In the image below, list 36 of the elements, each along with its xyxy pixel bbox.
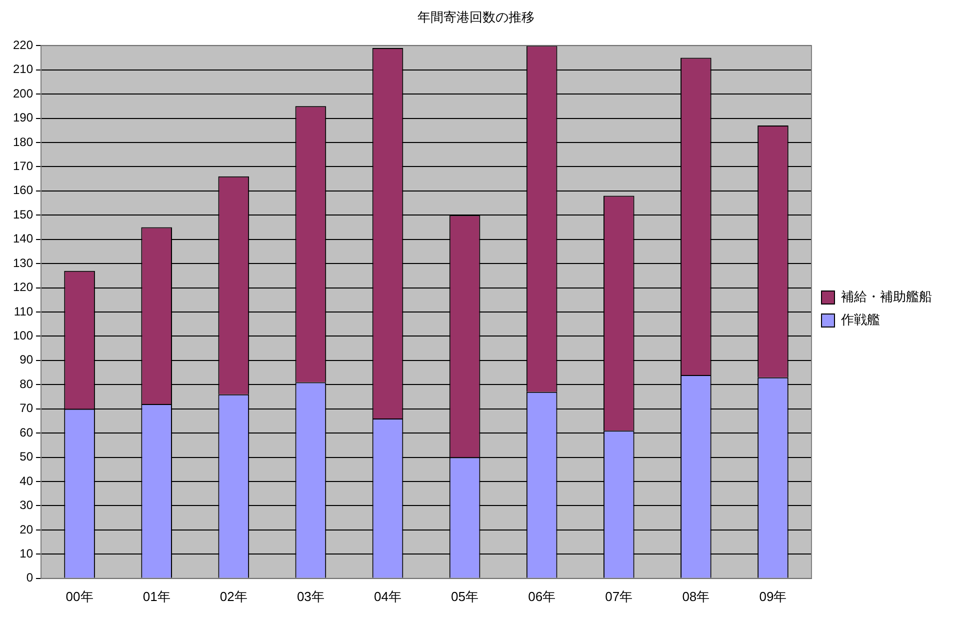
y-tick-label: 10 [20, 546, 34, 560]
x-tick-label: 08年 [682, 588, 710, 604]
legend-label: 作戦艦 [840, 312, 880, 328]
y-tick-label: 80 [20, 376, 34, 391]
y-tick-label: 70 [20, 401, 34, 416]
y-tick-label: 50 [20, 450, 34, 464]
y-tick-label: 160 [12, 183, 34, 198]
y-tick-label: 120 [12, 280, 34, 294]
y-tick-label: 60 [20, 425, 34, 440]
y-tick-label: 20 [20, 522, 34, 536]
x-tick-label: 06年 [528, 588, 556, 604]
y-tick-label: 40 [20, 474, 34, 488]
x-tick-label: 02年 [220, 588, 248, 604]
x-tick-label: 03年 [296, 588, 324, 604]
y-tick-label: 190 [12, 110, 34, 125]
y-tick-label: 180 [12, 134, 34, 149]
y-tick-label: 210 [12, 62, 34, 76]
x-tick-label: 09年 [759, 588, 787, 604]
x-tick-label: 01年 [142, 588, 170, 604]
y-tick-label: 150 [12, 207, 34, 222]
legend-label: 補給・補助艦船 [841, 289, 932, 304]
x-tick-label: 04年 [374, 588, 402, 604]
x-tick-label: 07年 [605, 588, 633, 604]
y-tick-label: 140 [12, 232, 34, 246]
chart-title: 年間寄港回数の推移 [418, 9, 534, 24]
y-tick-label: 90 [20, 352, 34, 367]
y-tick-label: 170 [12, 159, 34, 174]
x-tick-label: 05年 [451, 588, 479, 604]
y-tick-label: 110 [14, 304, 34, 318]
x-tick-label: 00年 [66, 588, 94, 604]
y-tick-label: 130 [12, 256, 34, 270]
y-tick-label: 0 [26, 570, 34, 585]
y-tick-label: 100 [12, 328, 34, 343]
y-tick-label: 220 [12, 38, 34, 52]
y-tick-label: 30 [20, 498, 34, 512]
y-tick-label: 200 [12, 86, 34, 100]
